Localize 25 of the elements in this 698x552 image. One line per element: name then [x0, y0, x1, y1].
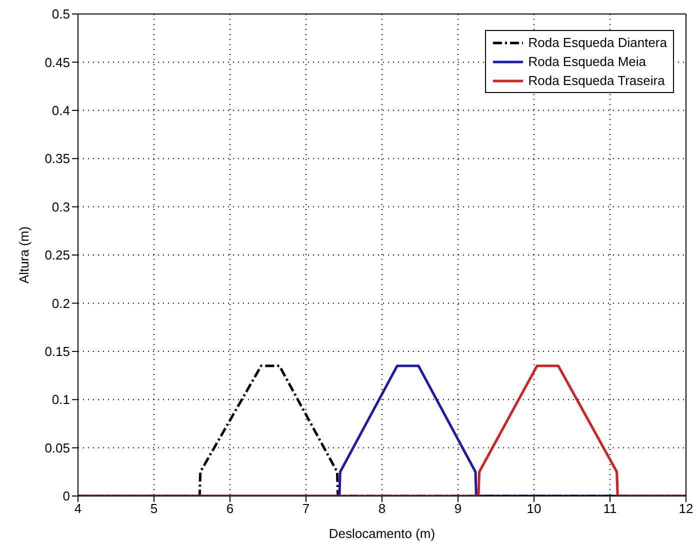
x-tick-label: 4 [74, 501, 82, 516]
x-tick-label: 10 [526, 501, 542, 516]
x-tick-label: 8 [378, 501, 386, 516]
y-tick-label: 0.2 [52, 296, 70, 311]
y-tick-label: 0.35 [44, 151, 70, 166]
y-tick-label: 0.1 [52, 392, 70, 408]
x-tick-label: 5 [150, 501, 158, 516]
y-tick-label: 0.25 [44, 248, 70, 263]
x-tick-label: 11 [603, 501, 617, 516]
legend-label: Roda Esqueda Traseira [528, 72, 665, 90]
legend-label: Roda Esqueda Meia [528, 53, 646, 71]
x-tick-label: 12 [678, 501, 694, 516]
y-tick-label: 0.45 [44, 54, 70, 70]
legend-label: Roda Esqueda Diantera [528, 34, 667, 52]
y-tick-label: 0.05 [44, 440, 70, 456]
y-tick-label: 0.3 [52, 199, 70, 214]
y-tick-label: 0.15 [44, 344, 70, 360]
x-tick-label: 9 [454, 501, 462, 516]
y-tick-label: 0.4 [52, 103, 70, 118]
x-axis-title: Deslocamento (m) [328, 526, 436, 541]
x-tick-label: 6 [226, 501, 234, 516]
x-tick-label: 7 [302, 501, 310, 516]
y-axis-title: Altura (m) [16, 226, 32, 284]
y-tick-label: 0.5 [52, 6, 70, 22]
y-tick-label: 0 [62, 488, 70, 504]
